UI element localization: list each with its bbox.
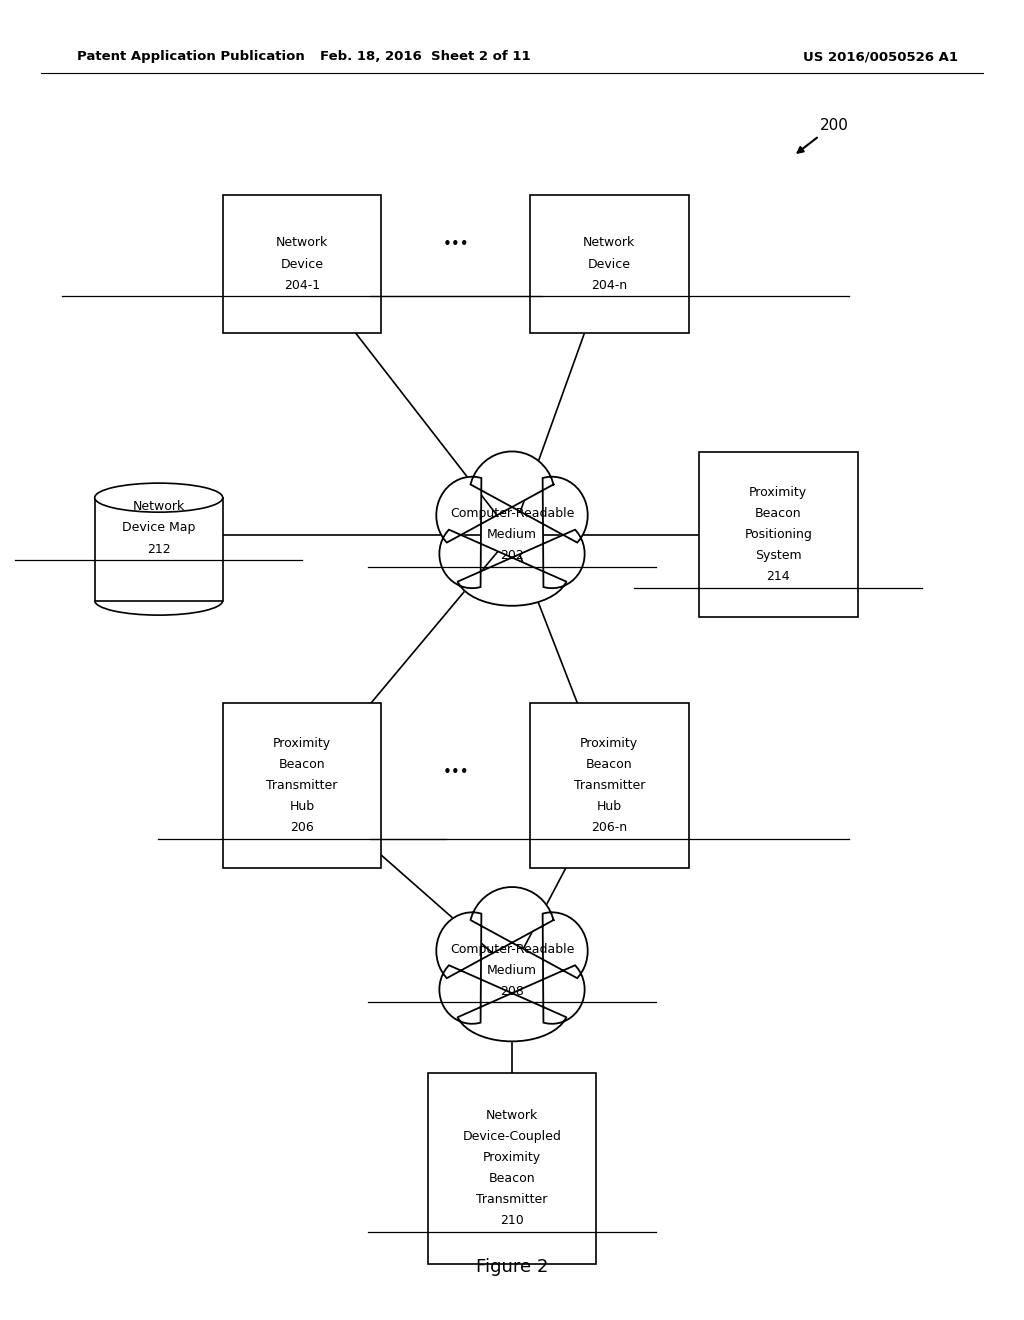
Text: 208: 208 xyxy=(500,985,524,998)
Text: Device: Device xyxy=(588,257,631,271)
Text: Proximity: Proximity xyxy=(750,486,807,499)
Text: Transmitter: Transmitter xyxy=(573,779,645,792)
Text: Patent Application Publication: Patent Application Publication xyxy=(77,50,304,63)
Text: •••: ••• xyxy=(442,764,469,780)
Text: 202: 202 xyxy=(500,549,524,562)
FancyBboxPatch shape xyxy=(94,498,223,601)
Text: Device Map: Device Map xyxy=(122,521,196,535)
Text: Device: Device xyxy=(281,257,324,271)
Text: Network: Network xyxy=(485,1109,539,1122)
FancyBboxPatch shape xyxy=(428,1072,596,1265)
Text: Beacon: Beacon xyxy=(586,758,633,771)
Polygon shape xyxy=(436,887,588,1041)
Text: Device-Coupled: Device-Coupled xyxy=(463,1130,561,1143)
Text: Network: Network xyxy=(583,236,636,249)
Text: Hub: Hub xyxy=(290,800,314,813)
Text: Network: Network xyxy=(132,500,185,513)
Text: •••: ••• xyxy=(442,236,469,252)
Text: Medium: Medium xyxy=(487,964,537,977)
FancyBboxPatch shape xyxy=(222,195,381,333)
Text: 210: 210 xyxy=(500,1214,524,1228)
Text: 204-n: 204-n xyxy=(591,279,628,292)
Text: Network: Network xyxy=(275,236,329,249)
Text: 204-1: 204-1 xyxy=(284,279,321,292)
Text: Computer-Readable: Computer-Readable xyxy=(450,507,574,520)
Text: Beacon: Beacon xyxy=(755,507,802,520)
Text: System: System xyxy=(755,549,802,562)
Text: Medium: Medium xyxy=(487,528,537,541)
Text: Hub: Hub xyxy=(597,800,622,813)
Text: 212: 212 xyxy=(146,543,171,556)
Text: Beacon: Beacon xyxy=(279,758,326,771)
Text: US 2016/0050526 A1: US 2016/0050526 A1 xyxy=(803,50,958,63)
FancyBboxPatch shape xyxy=(698,451,858,618)
Text: Proximity: Proximity xyxy=(273,737,331,750)
Text: Transmitter: Transmitter xyxy=(476,1193,548,1206)
Text: Feb. 18, 2016  Sheet 2 of 11: Feb. 18, 2016 Sheet 2 of 11 xyxy=(319,50,530,63)
Text: 206-n: 206-n xyxy=(591,821,628,834)
FancyBboxPatch shape xyxy=(530,195,688,333)
Ellipse shape xyxy=(94,483,223,512)
Text: Proximity: Proximity xyxy=(483,1151,541,1164)
Text: Computer-Readable: Computer-Readable xyxy=(450,942,574,956)
Text: Proximity: Proximity xyxy=(581,737,638,750)
Text: Beacon: Beacon xyxy=(488,1172,536,1185)
FancyBboxPatch shape xyxy=(530,702,688,869)
Text: 206: 206 xyxy=(290,821,314,834)
Polygon shape xyxy=(436,451,588,606)
Text: Transmitter: Transmitter xyxy=(266,779,338,792)
Text: 200: 200 xyxy=(820,117,849,133)
FancyBboxPatch shape xyxy=(222,702,381,869)
Text: Figure 2: Figure 2 xyxy=(476,1258,548,1276)
Text: 214: 214 xyxy=(766,570,791,583)
Text: Positioning: Positioning xyxy=(744,528,812,541)
